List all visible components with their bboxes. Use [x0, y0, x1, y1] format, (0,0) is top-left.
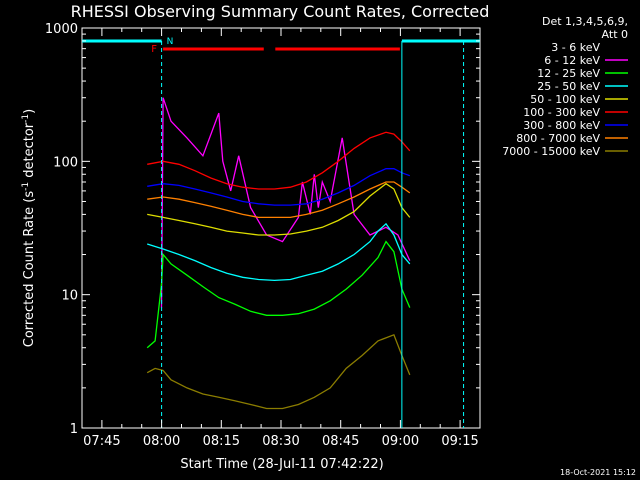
series-layer	[146, 68, 411, 410]
status-bars: FN	[82, 37, 480, 428]
series-line-50-100-kev	[147, 182, 411, 236]
y-axis-label-sup1: -1	[21, 182, 31, 191]
legend-label-6-12-kev: 6 - 12 keV	[544, 54, 600, 67]
flare-marker-label: F	[151, 44, 157, 55]
legend-header-line-1: Det 1,3,4,5,6,9,	[542, 15, 628, 28]
chart-title: RHESSI Observing Summary Count Rates, Co…	[71, 2, 490, 21]
series-line-6-12-kev	[160, 97, 411, 308]
x-tick-label: 09:15	[441, 434, 478, 449]
y-axis-label-mid: detector	[22, 122, 37, 182]
legend-label-800-7000-kev: 800 - 7000 keV	[516, 132, 600, 145]
x-tick-label: 09:00	[382, 434, 419, 449]
legend-label-300-800-kev: 300 - 800 keV	[523, 119, 600, 132]
series-line-3-6-kev	[146, 68, 411, 343]
y-axis-label-end: )	[22, 109, 37, 114]
legend-label-25-50-kev: 25 - 50 keV	[537, 80, 600, 93]
legend-label-100-300-kev: 100 - 300 keV	[523, 106, 600, 119]
y-tick-label: 10	[61, 289, 78, 304]
series-line-300-800-kev	[147, 168, 411, 206]
legend-header-line-2: Att 0	[602, 28, 628, 41]
y-axis-label-main: Corrected Count Rate (s	[22, 191, 37, 348]
series-line-7000-15000-kev	[146, 333, 411, 410]
y-axis-label: Corrected Count Rate (s-1 detector-1)	[21, 109, 37, 347]
x-tick-label: 08:45	[322, 434, 359, 449]
y-tick-label: 1	[70, 422, 78, 437]
y-tick-label: 100	[53, 155, 78, 170]
x-tick-label: 08:15	[203, 434, 240, 449]
series-line-25-50-kev	[147, 222, 411, 282]
y-tick-label: 1000	[45, 22, 78, 37]
legend-label-7000-15000-kev: 7000 - 15000 keV	[502, 145, 600, 158]
axes: 07:45 08:00 08:15 08:30 08:45 09:00 09:15 1 10 10…	[45, 22, 480, 449]
y-axis-label-sup2: -1	[21, 114, 31, 123]
night-marker-label: N	[167, 37, 174, 47]
x-tick-label: 07:45	[83, 434, 120, 449]
legend-label-3-6-kev: 3 - 6 keV	[551, 41, 600, 54]
legend-label-50-100-kev: 50 - 100 keV	[530, 93, 600, 106]
x-tick-label: 08:00	[143, 434, 180, 449]
x-tick-label: 08:30	[262, 434, 299, 449]
legend-label-12-25-kev: 12 - 25 keV	[537, 67, 600, 80]
series-line-800-7000-kev	[147, 181, 411, 219]
series-line-12-25-kev	[146, 240, 411, 349]
footer-timestamp: 18-Oct-2021 15:12	[560, 468, 636, 477]
series-line-100-300-kev	[147, 131, 411, 190]
x-axis-label: Start Time (28-Jul-11 07:42:22)	[180, 457, 383, 472]
